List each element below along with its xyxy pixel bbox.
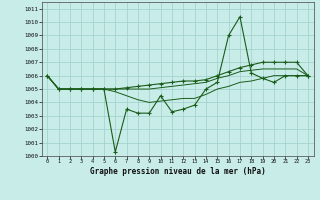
X-axis label: Graphe pression niveau de la mer (hPa): Graphe pression niveau de la mer (hPa)	[90, 167, 266, 176]
